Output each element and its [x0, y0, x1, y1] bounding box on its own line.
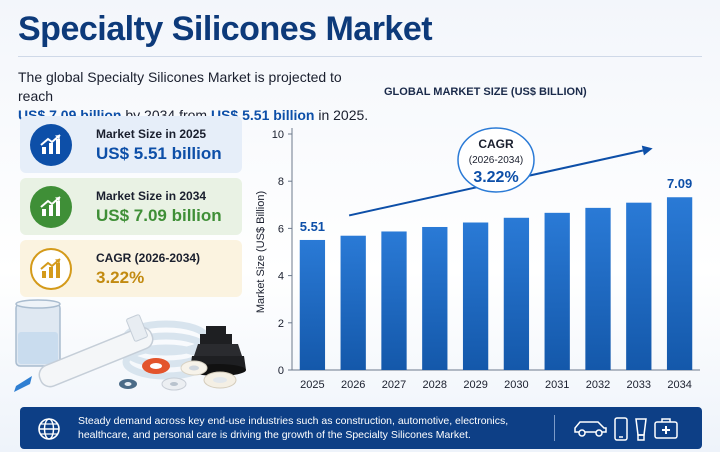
- x-tick-label: 2030: [504, 379, 528, 391]
- bar-2026: [340, 235, 366, 370]
- data-label-2025: 5.51: [300, 219, 325, 234]
- x-tick-label: 2028: [423, 379, 447, 391]
- market-size-bar-chart: 0 2 4 6 8 10 Market Size (US$ Billion) 2025 2026…: [255, 127, 700, 391]
- y-tick-label: 8: [278, 176, 284, 188]
- bar-2029: [462, 222, 489, 370]
- y-tick-label: 0: [278, 365, 284, 377]
- card-value: 3.22%: [96, 268, 145, 287]
- intro-line-1: The global Specialty Silicones Market is…: [18, 69, 342, 104]
- bar-2028: [422, 226, 448, 370]
- bar-2025: [299, 239, 326, 370]
- growth-arrowhead: [641, 145, 653, 156]
- bar-2034: [666, 197, 693, 370]
- cagr-value: 3.22%: [473, 169, 518, 186]
- card-label: CAGR (2026-2034): [96, 251, 201, 265]
- card-cagr: CAGR (2026-2034) 3.22%: [20, 240, 242, 297]
- x-tick-label: 2026: [341, 379, 365, 391]
- card-label: Market Size in 2025: [96, 127, 207, 141]
- x-tick-label: 2032: [586, 379, 610, 391]
- title-divider: [18, 56, 702, 57]
- y-tick-label: 2: [278, 318, 284, 330]
- bar-2031: [544, 212, 570, 370]
- footer-text: Steady demand across key end-use industr…: [78, 415, 509, 441]
- chart-title: GLOBAL MARKET SIZE (US$ BILLION): [384, 86, 587, 98]
- smartphone-icon: [614, 417, 628, 441]
- x-tick-label: 2025: [300, 379, 324, 391]
- bar-growth-icon: [30, 124, 72, 166]
- y-tick-label: 10: [272, 129, 284, 141]
- bar-2027: [381, 231, 407, 370]
- beaker-icon: [15, 299, 61, 367]
- x-tick-label: 2027: [382, 379, 406, 391]
- sealant-cartridge-icon: [14, 314, 154, 392]
- bar-growth-icon: [30, 186, 72, 228]
- x-tick-label: 2029: [463, 379, 487, 391]
- bar-2033: [626, 202, 652, 370]
- page-title: Specialty Silicones Market: [18, 10, 433, 48]
- footer-banner: Steady demand across key end-use industr…: [20, 407, 702, 449]
- intro-end: in 2025.: [314, 107, 369, 123]
- card-value: US$ 5.51 billion: [96, 144, 222, 163]
- car-icon: [574, 421, 607, 437]
- y-axis-label: Market Size (US$ Billion): [255, 191, 267, 313]
- cagr-bubble: [457, 127, 535, 193]
- x-tick-label: 2033: [627, 379, 651, 391]
- o-ring-icon: [119, 358, 237, 391]
- silicone-products-illustration: [14, 299, 246, 392]
- y-tick-label: 4: [278, 271, 284, 283]
- cagr-period: (2026-2034): [469, 155, 523, 166]
- cagr-label: CAGR: [478, 137, 514, 151]
- bar-2030: [503, 217, 530, 370]
- card-market-size-2034: Market Size in 2034 US$ 7.09 billion: [20, 178, 242, 235]
- footer-divider: [554, 415, 555, 441]
- card-market-size-2025: Market Size in 2025 US$ 5.51 billion: [20, 116, 242, 173]
- card-value: US$ 7.09 billion: [96, 206, 222, 225]
- medical-kit-icon: [654, 418, 678, 439]
- bar-growth-icon: [30, 248, 72, 290]
- x-tick-label: 2034: [667, 379, 691, 391]
- x-tick-label: 2031: [545, 379, 569, 391]
- cosmetic-tube-icon: [635, 418, 647, 441]
- card-label: Market Size in 2034: [96, 189, 207, 203]
- data-label-2034: 7.09: [667, 176, 692, 191]
- y-tick-label: 6: [278, 223, 284, 235]
- globe-icon: [38, 418, 60, 440]
- bar-2032: [585, 207, 611, 370]
